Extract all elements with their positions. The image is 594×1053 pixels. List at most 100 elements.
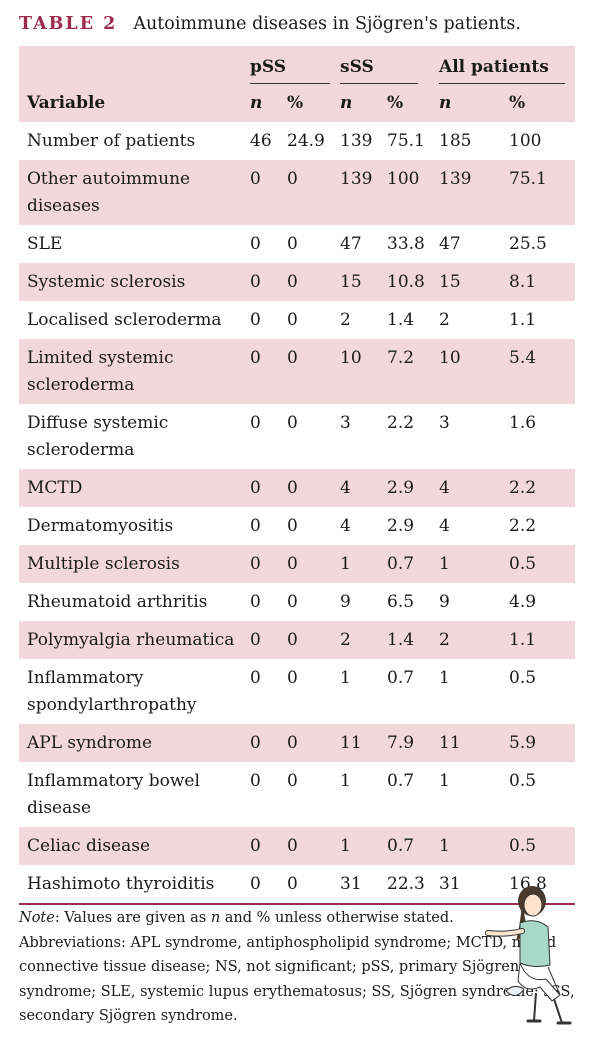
value-cell: 0 [250,348,261,368]
variable-cell: Multiple sclerosis [27,554,180,574]
table-row: Dermatomyositis 0 0 4 2.9 4 2.2 [19,507,575,545]
table-row: Diffuse systemic scleroderma 0 0 3 2.2 3 1.6 [19,404,575,469]
value-cell: 0 [250,169,261,189]
table-container: pSS sSS All patients Variable n % n % n … [19,46,575,905]
table-caption: TABLE 2 Autoimmune diseases in Sjögren's … [19,14,521,34]
value-cell: 0 [287,516,298,536]
variable-cell: MCTD [27,478,83,498]
value-cell: 0 [250,874,261,894]
value-cell: 0 [287,630,298,650]
value-cell: 100 [509,131,542,151]
value-cell: 0 [250,234,261,254]
table-row: Systemic sclerosis 0 0 15 10.8 15 8.1 [19,263,575,301]
value-cell: 0 [287,668,298,688]
value-cell: 15 [439,272,461,292]
value-cell: 9 [340,592,351,612]
value-cell: 0 [250,272,261,292]
variable-cell: Diffuse systemic scleroderma [27,413,169,460]
variable-cell: Other autoimmune diseases [27,169,191,216]
value-cell: 0.5 [509,554,537,574]
sub-header-row: Variable n % n % n % [19,84,575,122]
group-header-row: pSS sSS All patients [19,46,575,84]
value-cell: 9 [439,592,450,612]
value-cell: 5.9 [509,733,537,753]
table-label: TABLE 2 [19,14,118,34]
value-cell: 4 [439,516,450,536]
variable-header: Variable [27,93,106,113]
abbreviations-text: Abbreviations: APL syndrome, antiphospho… [19,934,575,1025]
value-cell: 0 [287,874,298,894]
value-cell: 10 [439,348,461,368]
value-cell: 0 [287,272,298,292]
value-cell: 2.9 [387,478,415,498]
value-cell: 75.1 [509,169,547,189]
value-cell: 100 [387,169,420,189]
variable-cell: Number of patients [27,131,196,151]
value-cell: 46 [250,131,272,151]
table-row: Limited systemic scleroderma 0 0 10 7.2 10 5.4 [19,339,575,404]
note-line: Note: Values are given as n and % unless… [19,910,454,926]
variable-cell: APL syndrome [27,733,153,753]
value-cell: 0.5 [509,836,537,856]
value-cell: 2 [439,310,450,330]
value-cell: 10 [340,348,362,368]
table-row: Multiple sclerosis 0 0 1 0.7 1 0.5 [19,545,575,583]
sub-header-n: n [250,93,263,113]
table-row: Inflammatory spondylarthropathy 0 0 1 0.7 1 0.… [19,659,575,724]
value-cell: 139 [340,169,373,189]
variable-cell: Localised scleroderma [27,310,222,330]
value-cell: 0 [287,413,298,433]
table-row: Hashimoto thyroiditis 0 0 31 22.3 31 16.8 [19,865,575,903]
table-row: MCTD 0 0 4 2.9 4 2.2 [19,469,575,507]
value-cell: 11 [340,733,362,753]
value-cell: 0 [250,310,261,330]
value-cell: 139 [340,131,373,151]
sub-header-pct: % [287,93,304,113]
table-bottom-rule [19,903,575,905]
value-cell: 7.2 [387,348,415,368]
value-cell: 2.2 [509,516,537,536]
table-row: SLE 0 0 47 33.8 47 25.5 [19,225,575,263]
value-cell: 7.9 [387,733,415,753]
value-cell: 1.1 [509,310,537,330]
value-cell: 0 [287,169,298,189]
value-cell: 1.4 [387,630,415,650]
data-table: pSS sSS All patients Variable n % n % n … [19,46,575,903]
value-cell: 0.5 [509,668,537,688]
value-cell: 1 [340,668,351,688]
table-row: Celiac disease 0 0 1 0.7 1 0.5 [19,827,575,865]
value-cell: 0 [287,554,298,574]
value-cell: 2 [340,310,351,330]
value-cell: 31 [340,874,362,894]
value-cell: 0 [287,733,298,753]
variable-cell: Inflammatory spondylarthropathy [27,668,197,715]
group-header-pss: pSS [250,46,340,84]
group-header-all: All patients [439,46,575,84]
variable-cell: Limited systemic scleroderma [27,348,174,395]
value-cell: 31 [439,874,461,894]
value-cell: 8.1 [509,272,537,292]
value-cell: 2 [340,630,351,650]
value-cell: 4 [340,516,351,536]
woman-pointing-illustration-icon [485,886,572,1025]
value-cell: 0 [287,836,298,856]
value-cell: 4 [439,478,450,498]
value-cell: 0 [250,478,261,498]
value-cell: 3 [439,413,450,433]
value-cell: 3 [340,413,351,433]
value-cell: 0 [250,592,261,612]
variable-cell: Systemic sclerosis [27,272,186,292]
table-row: Localised scleroderma 0 0 2 1.4 2 1.1 [19,301,575,339]
value-cell: 47 [340,234,362,254]
value-cell: 185 [439,131,472,151]
value-cell: 6.5 [387,592,415,612]
value-cell: 1 [340,554,351,574]
table-row: Rheumatoid arthritis 0 0 9 6.5 9 4.9 [19,583,575,621]
value-cell: 2.2 [387,413,415,433]
value-cell: 0 [250,554,261,574]
value-cell: 47 [439,234,461,254]
value-cell: 0 [250,668,261,688]
value-cell: 33.8 [387,234,425,254]
value-cell: 0 [287,234,298,254]
value-cell: 22.3 [387,874,425,894]
